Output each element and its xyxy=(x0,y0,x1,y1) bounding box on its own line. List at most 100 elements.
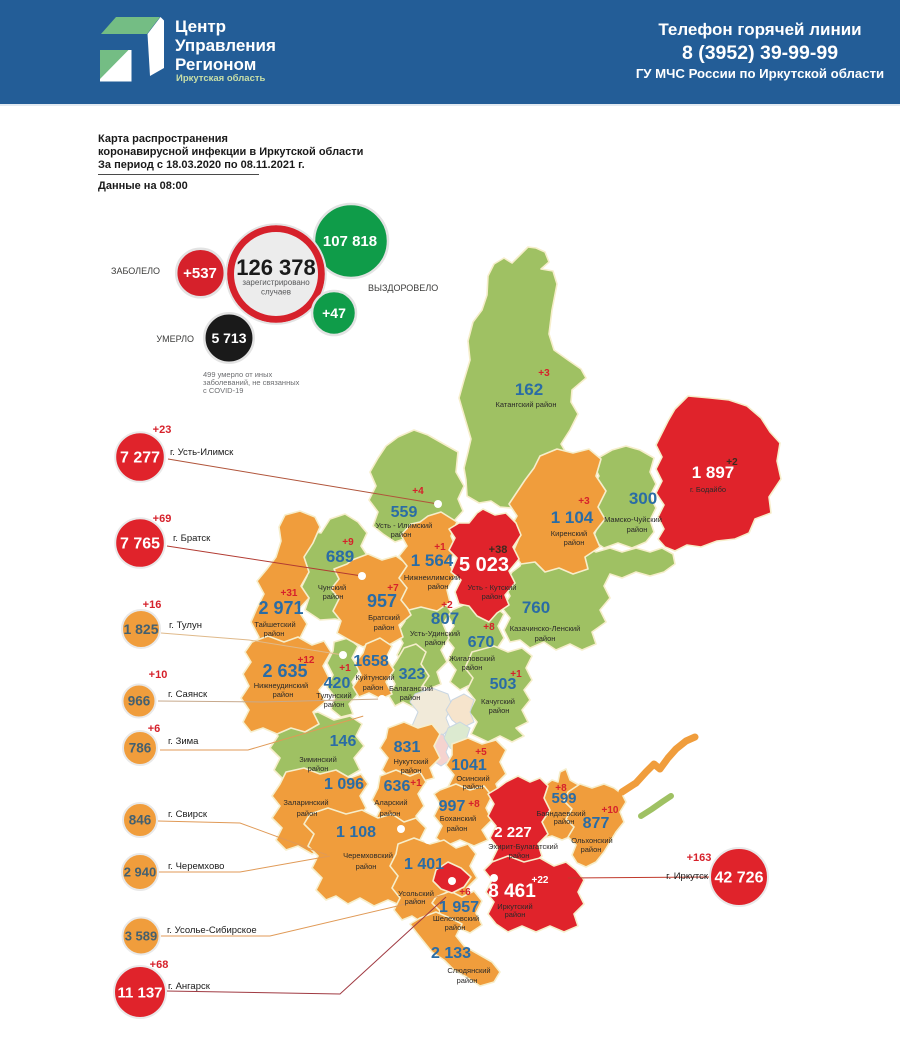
svg-text:+10: +10 xyxy=(602,805,619,816)
svg-text:Ольхонский: Ольхонский xyxy=(571,836,612,845)
svg-text:г. Бодайбо: г. Бодайбо xyxy=(690,485,726,494)
svg-text:ЗАБОЛЕЛО: ЗАБОЛЕЛО xyxy=(111,266,160,276)
svg-text:район: район xyxy=(400,693,421,702)
svg-text:760: 760 xyxy=(522,598,550,617)
svg-text:+22: +22 xyxy=(532,875,549,886)
svg-text:1 897: 1 897 xyxy=(692,463,735,482)
svg-text:Киренский: Киренский xyxy=(551,529,587,538)
svg-text:+1: +1 xyxy=(510,669,522,680)
svg-text:503: 503 xyxy=(490,676,517,693)
svg-text:1041: 1041 xyxy=(451,757,487,774)
svg-text:2 133: 2 133 xyxy=(431,945,471,962)
svg-text:1 104: 1 104 xyxy=(551,508,594,527)
svg-text:559: 559 xyxy=(391,504,418,521)
svg-text:район: район xyxy=(380,809,401,818)
svg-text:+5: +5 xyxy=(475,747,487,758)
svg-text:162: 162 xyxy=(515,380,543,399)
svg-text:1 096: 1 096 xyxy=(324,776,364,793)
svg-text:Аларский: Аларский xyxy=(374,798,407,807)
svg-text:+38: +38 xyxy=(489,544,508,556)
svg-text:район: район xyxy=(297,809,318,818)
svg-text:+1: +1 xyxy=(410,778,422,789)
svg-text:Усть - Илимский: Усть - Илимский xyxy=(376,521,433,530)
svg-text:район: район xyxy=(489,706,510,715)
svg-text:1 564: 1 564 xyxy=(411,551,454,570)
svg-text:г. Усть-Илимск: г. Усть-Илимск xyxy=(170,447,234,458)
svg-text:Баяндаевский: Баяндаевский xyxy=(536,809,585,818)
svg-text:+6: +6 xyxy=(148,723,161,735)
svg-text:670: 670 xyxy=(468,634,495,651)
svg-text:Зиминский: Зиминский xyxy=(299,755,337,764)
svg-text:2 940: 2 940 xyxy=(124,865,157,880)
svg-text:+3: +3 xyxy=(578,496,590,507)
svg-text:Черемховский: Черемховский xyxy=(343,851,393,860)
svg-text:Усть - Кутский: Усть - Кутский xyxy=(468,583,517,592)
svg-text:район: район xyxy=(463,782,484,791)
svg-text:7 277: 7 277 xyxy=(120,450,160,467)
svg-text:2 635: 2 635 xyxy=(262,661,307,681)
svg-text:+8: +8 xyxy=(555,783,567,794)
svg-text:район: район xyxy=(447,824,468,833)
svg-text:+1: +1 xyxy=(339,663,351,674)
svg-text:+23: +23 xyxy=(153,424,172,436)
svg-text:район: район xyxy=(445,923,466,932)
svg-text:957: 957 xyxy=(367,591,397,611)
svg-text:г. Саянск: г. Саянск xyxy=(168,689,208,700)
svg-text:1 108: 1 108 xyxy=(336,824,376,841)
svg-text:+68: +68 xyxy=(150,959,169,971)
svg-text:146: 146 xyxy=(330,733,357,750)
svg-text:846: 846 xyxy=(129,813,152,828)
svg-text:323: 323 xyxy=(399,666,426,683)
svg-text:район: район xyxy=(581,845,602,854)
svg-text:Нижнеудинский: Нижнеудинский xyxy=(254,681,308,690)
svg-text:район: район xyxy=(323,592,344,601)
svg-text:2 971: 2 971 xyxy=(258,598,303,618)
svg-text:Усть-Удинский: Усть-Удинский xyxy=(410,629,460,638)
svg-text:Мамско-Чуйский: Мамско-Чуйский xyxy=(604,515,662,524)
svg-text:район: район xyxy=(273,690,294,699)
svg-text:+6: +6 xyxy=(459,887,471,898)
svg-text:1 957: 1 957 xyxy=(439,899,479,916)
svg-text:Осинский: Осинский xyxy=(456,774,489,783)
svg-text:район: район xyxy=(428,582,449,591)
svg-text:район: район xyxy=(401,766,422,775)
svg-text:г. Усолье-Сибирское: г. Усолье-Сибирское xyxy=(167,925,257,936)
svg-text:с COVID-19: с COVID-19 xyxy=(203,386,243,395)
svg-text:807: 807 xyxy=(431,609,459,628)
svg-text:Катангский район: Катангский район xyxy=(496,400,557,409)
svg-text:+537: +537 xyxy=(183,265,217,282)
svg-text:+47: +47 xyxy=(322,305,346,321)
svg-text:район: район xyxy=(264,629,285,638)
svg-text:966: 966 xyxy=(128,694,151,709)
svg-text:Качугский: Качугский xyxy=(481,697,515,706)
svg-text:1 825: 1 825 xyxy=(123,621,158,637)
svg-text:831: 831 xyxy=(394,739,421,756)
svg-text:+1: +1 xyxy=(434,542,446,553)
svg-text:г. Черемхово: г. Черемхово xyxy=(168,861,224,872)
svg-text:+7: +7 xyxy=(387,583,399,594)
svg-text:420: 420 xyxy=(324,675,351,692)
svg-text:Братский: Братский xyxy=(368,613,400,622)
svg-text:+2: +2 xyxy=(726,457,738,468)
svg-text:г. Свирск: г. Свирск xyxy=(168,809,208,820)
svg-text:5 713: 5 713 xyxy=(211,330,246,346)
svg-text:район: район xyxy=(425,638,446,647)
svg-text:+31: +31 xyxy=(281,588,298,599)
svg-text:3 589: 3 589 xyxy=(125,929,158,944)
svg-text:район: район xyxy=(405,897,426,906)
svg-text:район: район xyxy=(356,862,377,871)
svg-text:район: район xyxy=(554,817,575,826)
svg-text:Боханский: Боханский xyxy=(440,814,476,823)
svg-text:786: 786 xyxy=(129,741,152,756)
svg-text:Жигаловский: Жигаловский xyxy=(449,654,495,663)
svg-text:689: 689 xyxy=(326,547,354,566)
svg-text:636: 636 xyxy=(384,778,411,795)
svg-text:Иркутский: Иркутский xyxy=(497,902,532,911)
svg-text:+16: +16 xyxy=(143,599,162,611)
svg-text:район: район xyxy=(324,700,345,709)
svg-text:+12: +12 xyxy=(298,655,315,666)
svg-text:+69: +69 xyxy=(153,513,172,525)
svg-text:Чунский: Чунский xyxy=(318,583,346,592)
svg-text:г. Ангарск: г. Ангарск xyxy=(168,981,211,992)
svg-text:126 378: 126 378 xyxy=(236,255,316,280)
